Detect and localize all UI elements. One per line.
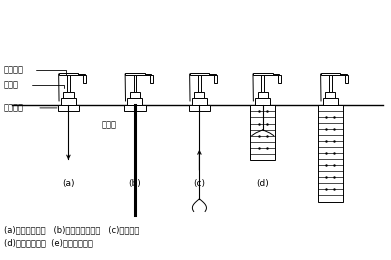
Bar [198, 75, 201, 92]
Bar [318, 105, 343, 202]
Text: (a)钻机就位钻孔   (b)钻孔至设计高程   (c)旋喷开始: (a)钻机就位钻孔 (b)钻孔至设计高程 (c)旋喷开始 [4, 226, 139, 235]
Bar [323, 98, 338, 105]
Bar [127, 98, 142, 105]
Bar [255, 98, 270, 105]
Bar [190, 73, 209, 75]
Bar [215, 75, 217, 83]
Text: (b): (b) [129, 179, 141, 188]
Bar [262, 74, 279, 75]
Bar [250, 105, 276, 160]
Text: (d): (d) [256, 179, 269, 188]
Bar [329, 74, 347, 75]
Bar [67, 75, 70, 92]
Bar [192, 98, 207, 105]
Text: 压浆车: 压浆车 [4, 80, 19, 89]
Text: (e): (e) [324, 179, 337, 188]
Bar [58, 105, 79, 110]
Bar [198, 74, 216, 75]
Bar [125, 73, 145, 75]
Bar [258, 92, 268, 98]
Bar [61, 98, 76, 105]
Text: (d)边旋喷边提升  (e)旋喷结束成桩: (d)边旋喷边提升 (e)旋喷结束成桩 [4, 239, 93, 248]
Bar [262, 75, 264, 92]
Bar [278, 75, 281, 83]
Bar [325, 92, 335, 98]
Bar [150, 75, 152, 83]
Bar [189, 105, 210, 110]
Bar [63, 92, 74, 98]
Bar [84, 75, 86, 83]
Text: 旋喷管: 旋喷管 [102, 120, 117, 129]
Bar [194, 92, 204, 98]
Text: 钻孔机械: 钻孔机械 [4, 103, 24, 112]
Bar [329, 75, 332, 92]
Text: (c): (c) [194, 179, 205, 188]
Text: (a): (a) [62, 179, 75, 188]
Bar [321, 73, 340, 75]
Bar [252, 105, 274, 110]
Bar [59, 73, 78, 75]
Bar [320, 105, 341, 110]
Bar [134, 74, 151, 75]
Bar [124, 105, 145, 110]
Text: 高压胶管: 高压胶管 [4, 65, 24, 74]
Bar [67, 74, 85, 75]
Bar [130, 92, 140, 98]
Bar [346, 75, 348, 83]
Bar [134, 75, 136, 92]
Bar [253, 73, 273, 75]
